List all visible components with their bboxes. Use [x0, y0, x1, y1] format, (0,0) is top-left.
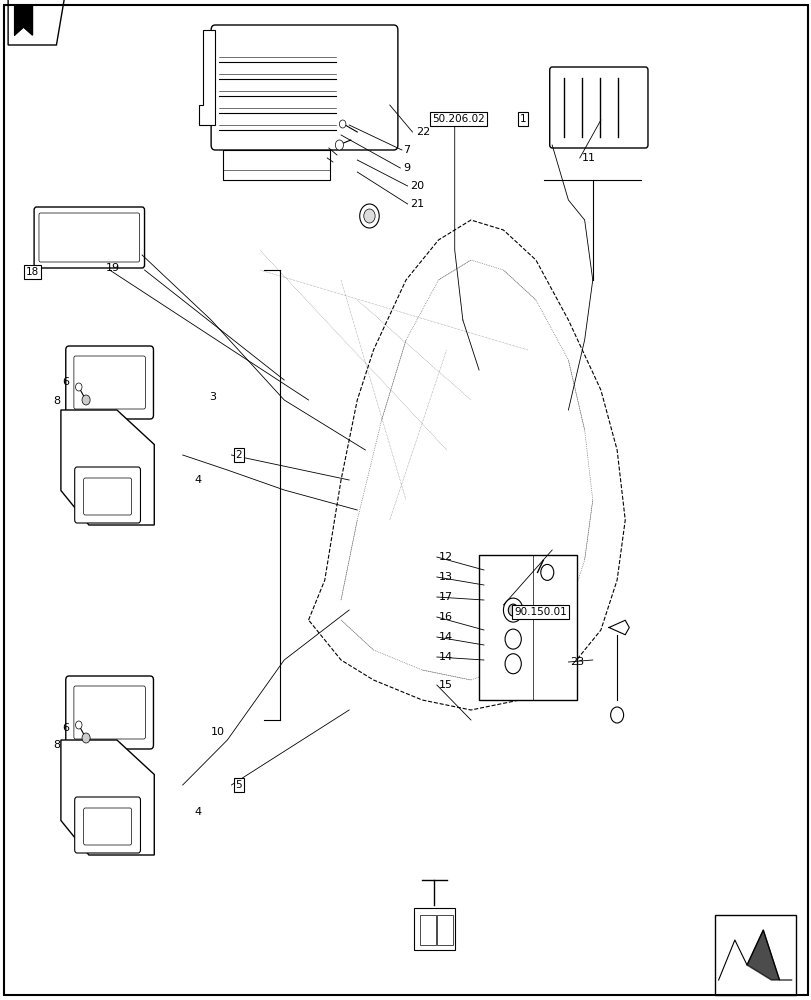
FancyBboxPatch shape	[549, 67, 647, 148]
Bar	[414, 908, 454, 950]
Text: 23: 23	[569, 657, 583, 667]
Text: 16: 16	[438, 612, 452, 622]
Bar	[478, 555, 576, 700]
Circle shape	[504, 629, 521, 649]
Circle shape	[503, 598, 522, 622]
Text: 8: 8	[53, 396, 60, 406]
FancyBboxPatch shape	[75, 797, 140, 853]
FancyBboxPatch shape	[74, 686, 145, 739]
Polygon shape	[61, 740, 154, 855]
Circle shape	[363, 209, 375, 223]
Circle shape	[540, 564, 553, 580]
Circle shape	[335, 140, 343, 150]
Text: 10: 10	[211, 727, 225, 737]
Text: 21: 21	[410, 199, 423, 209]
Circle shape	[359, 204, 379, 228]
Polygon shape	[61, 410, 154, 525]
Text: 6: 6	[62, 377, 70, 387]
FancyBboxPatch shape	[84, 478, 131, 515]
Circle shape	[82, 395, 90, 405]
Text: 18: 18	[26, 267, 39, 277]
Circle shape	[508, 604, 517, 616]
FancyBboxPatch shape	[211, 25, 397, 150]
FancyBboxPatch shape	[75, 467, 140, 523]
FancyBboxPatch shape	[74, 356, 145, 409]
Text: 5: 5	[235, 780, 242, 790]
Text: 19: 19	[105, 263, 119, 273]
Circle shape	[339, 120, 345, 128]
Text: 1: 1	[519, 114, 526, 124]
Polygon shape	[199, 30, 215, 125]
Text: 13: 13	[438, 572, 452, 582]
Text: 6: 6	[62, 723, 70, 733]
Text: 9: 9	[403, 163, 410, 173]
Text: 8: 8	[53, 740, 60, 750]
Text: 20: 20	[410, 181, 423, 191]
Polygon shape	[746, 930, 779, 980]
Circle shape	[504, 654, 521, 674]
Text: 15: 15	[438, 680, 452, 690]
Bar	[714, 915, 795, 995]
Circle shape	[75, 721, 82, 729]
Bar	[419, 915, 436, 945]
Text: 4: 4	[195, 475, 202, 485]
Polygon shape	[15, 5, 32, 35]
FancyBboxPatch shape	[66, 676, 153, 749]
Circle shape	[75, 383, 82, 391]
FancyBboxPatch shape	[84, 808, 131, 845]
Text: 11: 11	[581, 153, 595, 163]
Circle shape	[610, 707, 623, 723]
Text: 50.206.02: 50.206.02	[432, 114, 484, 124]
Text: 7: 7	[403, 145, 410, 155]
Text: 22: 22	[415, 127, 430, 137]
Text: 2: 2	[235, 450, 242, 460]
FancyBboxPatch shape	[66, 346, 153, 419]
Bar	[223, 150, 330, 180]
Text: 3: 3	[209, 392, 217, 402]
FancyBboxPatch shape	[39, 213, 139, 262]
Text: 14: 14	[438, 652, 452, 662]
Text: 90.150.01: 90.150.01	[514, 607, 566, 617]
Text: 17: 17	[438, 592, 452, 602]
FancyBboxPatch shape	[34, 207, 144, 268]
Text: 14: 14	[438, 632, 452, 642]
Text: 4: 4	[195, 807, 202, 817]
Polygon shape	[8, 0, 65, 45]
Text: 12: 12	[438, 552, 452, 562]
Bar	[436, 915, 453, 945]
Circle shape	[82, 733, 90, 743]
